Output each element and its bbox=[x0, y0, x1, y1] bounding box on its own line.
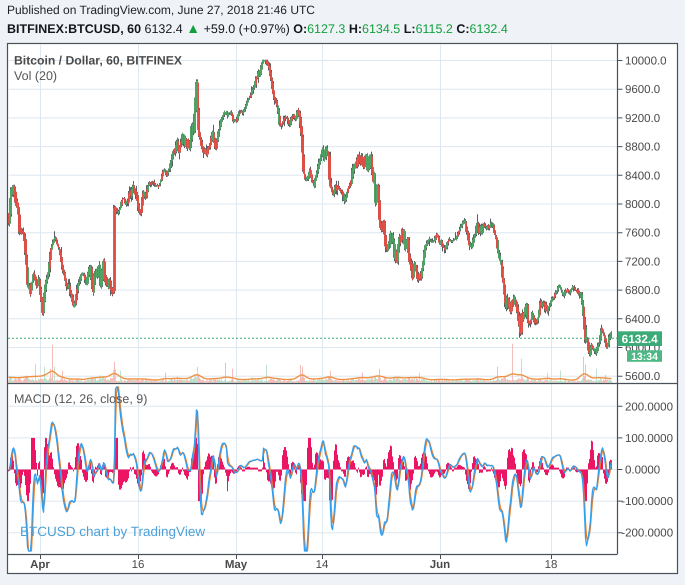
svg-text:9600.0: 9600.0 bbox=[625, 84, 660, 96]
svg-text:0.0000: 0.0000 bbox=[625, 465, 660, 477]
svg-text:-100.0000: -100.0000 bbox=[621, 496, 673, 508]
svg-text:-200.0000: -200.0000 bbox=[621, 528, 673, 540]
svg-text:8400.0: 8400.0 bbox=[625, 170, 660, 182]
svg-text:8800.0: 8800.0 bbox=[625, 142, 660, 154]
svg-text:7200.0: 7200.0 bbox=[625, 256, 660, 268]
svg-text:8000.0: 8000.0 bbox=[625, 199, 660, 211]
svg-text:Published on TradingView.com,: Published on TradingView.com, June 27, 2… bbox=[7, 3, 315, 17]
svg-text:BTCUSD chart by TradingView: BTCUSD chart by TradingView bbox=[20, 524, 205, 539]
svg-text:18: 18 bbox=[545, 559, 558, 571]
svg-text:6800.0: 6800.0 bbox=[625, 285, 660, 297]
svg-text:Bitcoin / Dollar, 60, BITFINEX: Bitcoin / Dollar, 60, BITFINEX bbox=[14, 54, 183, 68]
svg-text:100.0000: 100.0000 bbox=[625, 433, 673, 445]
svg-text:Jun: Jun bbox=[430, 559, 450, 571]
svg-text:6400.0: 6400.0 bbox=[625, 314, 660, 326]
svg-text:MACD (12, 26, close, 9): MACD (12, 26, close, 9) bbox=[14, 392, 147, 406]
svg-text:7600.0: 7600.0 bbox=[625, 228, 660, 240]
svg-text:May: May bbox=[225, 559, 248, 571]
svg-text:16: 16 bbox=[132, 559, 145, 571]
svg-text:200.0000: 200.0000 bbox=[625, 401, 673, 413]
svg-text:6132.4: 6132.4 bbox=[622, 332, 659, 346]
svg-text:9200.0: 9200.0 bbox=[625, 113, 660, 125]
svg-text:10000.0: 10000.0 bbox=[625, 56, 667, 68]
svg-text:Apr: Apr bbox=[30, 559, 50, 571]
svg-text:BITFINEX:BTCUSD, 60 6132.4 ▲ +: BITFINEX:BTCUSD, 60 6132.4 ▲ +59.0 (+0.9… bbox=[7, 20, 508, 36]
svg-text:5600.0: 5600.0 bbox=[625, 371, 660, 383]
svg-text:Vol (20): Vol (20) bbox=[14, 69, 57, 83]
svg-text:14: 14 bbox=[316, 559, 329, 571]
svg-text:13:34: 13:34 bbox=[631, 351, 658, 363]
